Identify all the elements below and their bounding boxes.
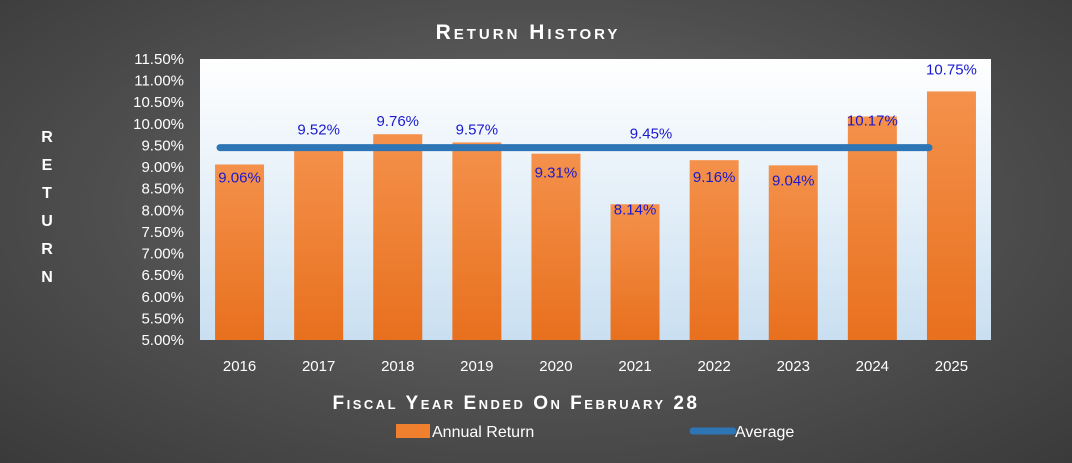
data-label-2022: 9.16% xyxy=(693,169,736,186)
chart-title: Return History xyxy=(436,21,621,44)
x-tick-label-2022: 2022 xyxy=(697,358,730,375)
y-tick-label: 6.00% xyxy=(141,289,184,306)
x-tick-label-2025: 2025 xyxy=(935,358,968,375)
y-tick-label: 11.00% xyxy=(134,73,184,90)
y-tick-label: 6.50% xyxy=(141,267,184,284)
bar-annual-return-2019 xyxy=(452,142,502,340)
data-labels: 9.06% 9.52% 9.76% 9.57% 9.31% 8.14% 9.16% 9.04%… xyxy=(218,61,977,218)
y-axis-label-letter: N xyxy=(41,269,53,286)
bar-annual-return-2017 xyxy=(294,144,344,340)
y-tick-label: 9.50% xyxy=(141,137,184,154)
bar-annual-return-2023 xyxy=(768,165,818,340)
x-tick-label-2018: 2018 xyxy=(381,358,414,375)
legend-swatch-annual-return xyxy=(396,424,430,438)
y-axis-label-letter: R xyxy=(41,129,53,146)
data-label-2017: 9.52% xyxy=(297,122,340,139)
bar-annual-return-2022 xyxy=(689,160,739,340)
data-label-2023: 9.04% xyxy=(772,172,815,189)
x-tick-label-2019: 2019 xyxy=(460,358,493,375)
legend-label-annual-return: Annual Return xyxy=(432,424,534,441)
x-axis-label: Fiscal Year Ended On February 28 xyxy=(333,393,700,414)
y-axis-label-letter: R xyxy=(41,241,53,258)
y-tick-label: 10.00% xyxy=(133,116,184,133)
x-tick-label-2021: 2021 xyxy=(618,358,651,375)
bar-annual-return-2020 xyxy=(531,153,581,340)
x-tick-label-2016: 2016 xyxy=(223,358,256,375)
y-tick-label: 11.50% xyxy=(134,51,184,68)
data-label-2016: 9.06% xyxy=(218,169,261,186)
legend: Annual Return Average xyxy=(396,424,794,441)
data-label-2019: 9.57% xyxy=(456,121,499,138)
data-label-2018: 9.76% xyxy=(376,113,419,130)
legend-label-average: Average xyxy=(735,424,794,441)
bar-annual-return-2024 xyxy=(847,116,897,341)
y-tick-label: 7.50% xyxy=(141,224,184,241)
y-tick-label: 10.50% xyxy=(133,94,184,111)
data-label-average: 9.45% xyxy=(630,126,673,143)
data-label-2021: 8.14% xyxy=(614,201,657,218)
y-axis-label-letter: U xyxy=(41,213,53,230)
y-axis-label-letter: E xyxy=(42,157,53,174)
data-label-2024: 10.17% xyxy=(847,112,898,129)
x-tick-label-2017: 2017 xyxy=(302,358,335,375)
x-tick-label-2024: 2024 xyxy=(856,358,889,375)
y-tick-label: 5.50% xyxy=(141,310,184,327)
data-label-2025: 10.75% xyxy=(926,61,977,78)
y-tick-label: 9.00% xyxy=(141,159,184,176)
y-tick-label: 8.00% xyxy=(141,202,184,219)
bar-annual-return-2018 xyxy=(373,134,423,340)
bar-annual-return-2021 xyxy=(610,204,660,340)
bar-series xyxy=(215,91,976,341)
y-axis-ticks: 5.00% 5.50% 6.00% 6.50% 7.00% 7.50% 8.00% 8.50%… xyxy=(133,51,184,349)
x-tick-label-2023: 2023 xyxy=(777,358,810,375)
data-label-2020: 9.31% xyxy=(535,165,578,182)
y-tick-label: 7.00% xyxy=(141,246,184,263)
x-tick-label-2020: 2020 xyxy=(539,358,572,375)
y-tick-label: 8.50% xyxy=(141,181,184,198)
y-axis-label-letter: T xyxy=(42,185,52,202)
x-axis-ticks: 2016 2017 2018 2019 2020 2021 2022 2023 2024 2025 xyxy=(223,358,968,375)
y-tick-label: 5.00% xyxy=(141,332,184,349)
bar-annual-return-2016 xyxy=(215,164,265,340)
bar-annual-return-2025 xyxy=(926,91,976,340)
